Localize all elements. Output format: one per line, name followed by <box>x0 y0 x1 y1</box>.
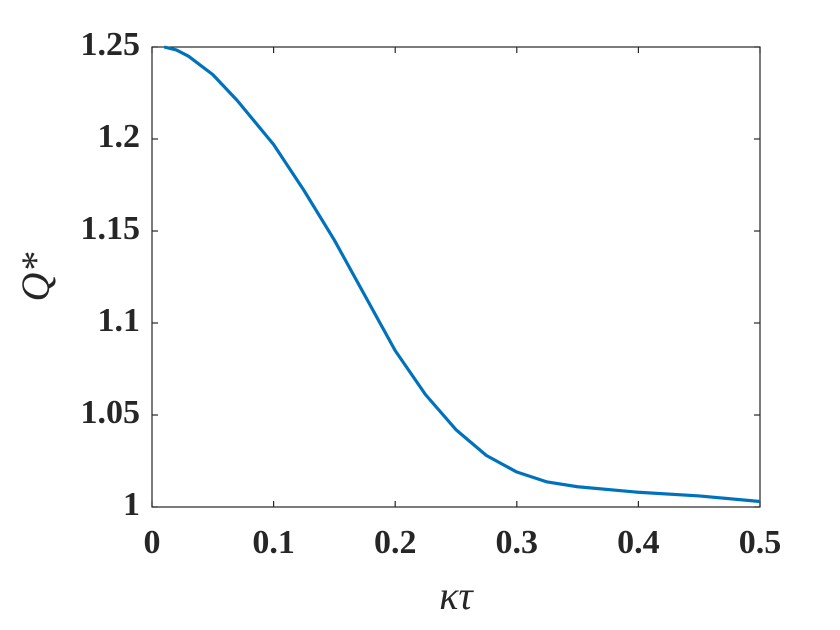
line <box>163 45 761 504</box>
plot-frame <box>151 46 761 508</box>
y-tick-label: 1 <box>123 486 140 523</box>
y-tick-label: 1.15 <box>81 210 141 247</box>
x-tick-label: 0.1 <box>252 524 295 561</box>
x-tick-label: 0.5 <box>739 524 782 561</box>
x-axis-label: κτ <box>439 573 474 618</box>
y-tick-label: 1.25 <box>81 26 141 63</box>
y-axis-label: Q* <box>13 253 58 302</box>
x-tick-label: 0.2 <box>374 524 417 561</box>
x-tick-label: 0.3 <box>496 524 539 561</box>
y-tick-label: 1.2 <box>98 118 141 155</box>
y-tick-label: 1.05 <box>81 394 141 431</box>
x-tick-label: 0.4 <box>617 524 660 561</box>
x-tick-label: 0 <box>144 524 161 561</box>
y-tick-label: 1.1 <box>98 302 141 339</box>
